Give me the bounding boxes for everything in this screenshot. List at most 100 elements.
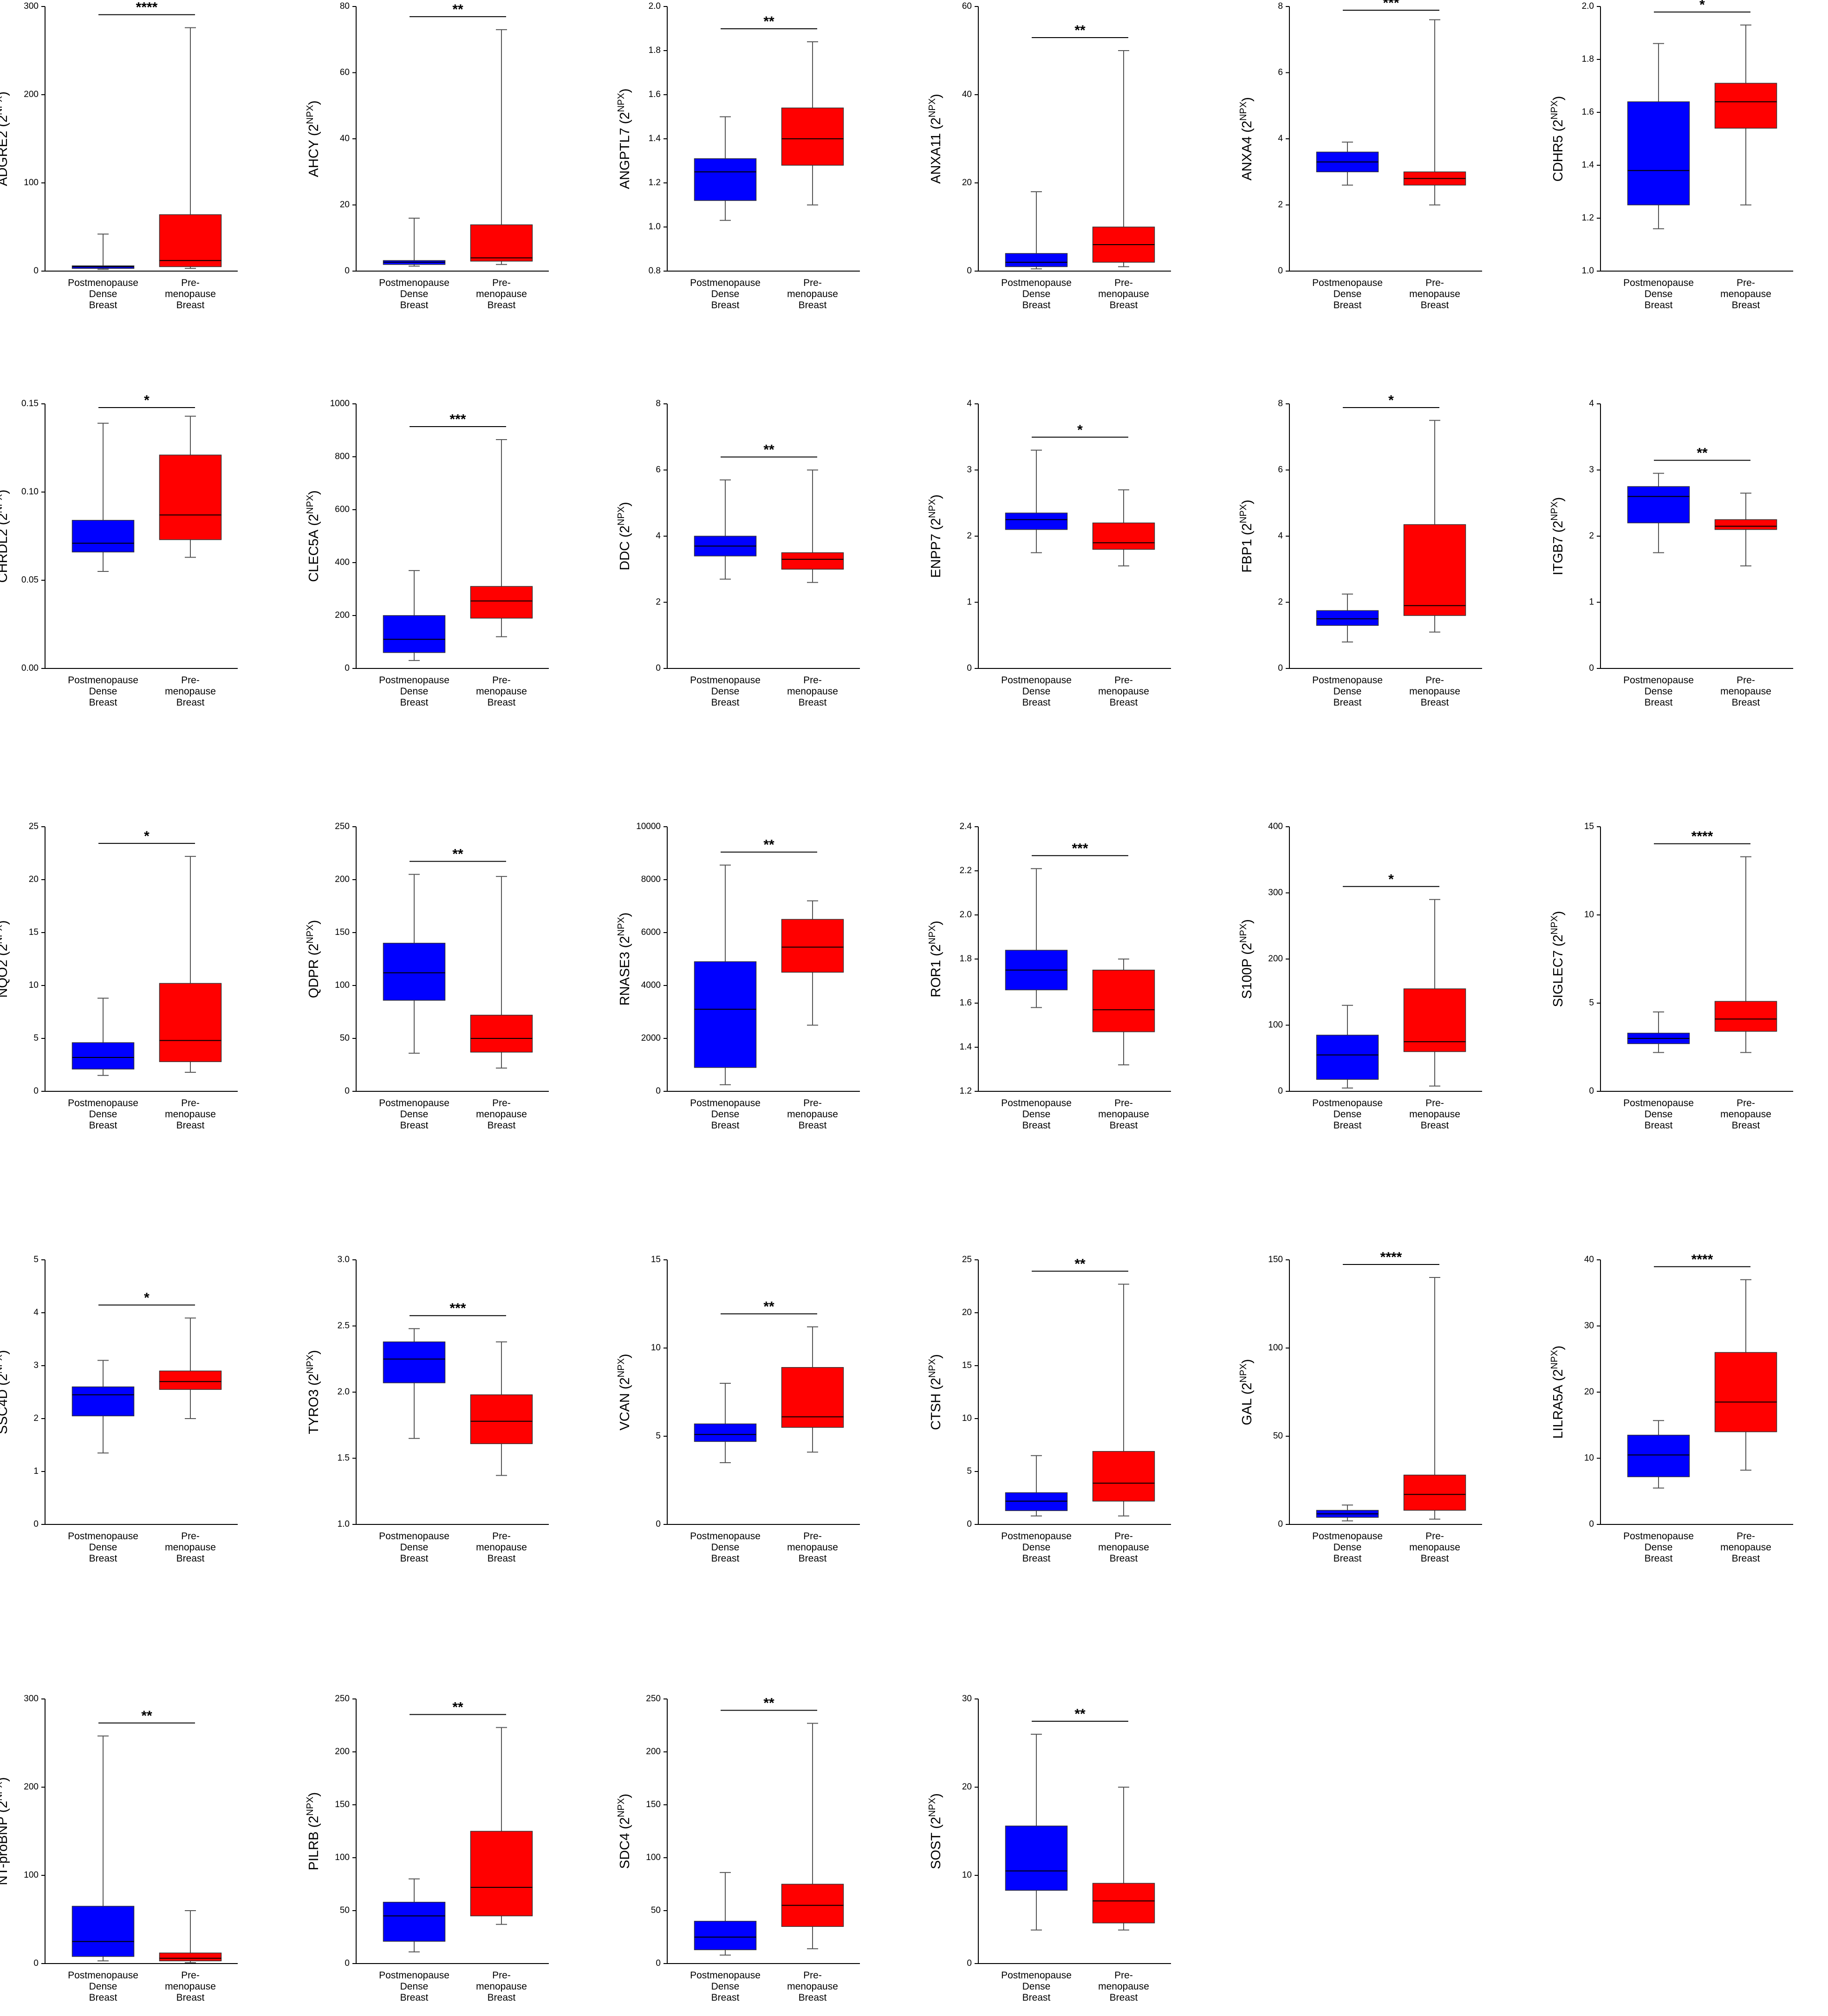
unit-open: (2 xyxy=(929,944,943,956)
box-plot: 02468FBP1(2NPX)PostmenopauseDenseBreastP… xyxy=(1238,393,1482,708)
unit-open: (2 xyxy=(618,525,632,538)
y-tick-label: 50 xyxy=(651,1906,661,1915)
y-tick-label: 0.05 xyxy=(21,575,39,585)
significance-label: ** xyxy=(452,1700,463,1715)
y-axis-label: GAL (2NPX) xyxy=(1238,1359,1255,1426)
y-axis-label: CTSH (2NPX) xyxy=(927,1354,943,1430)
y-tick-label: 1.8 xyxy=(1582,54,1594,64)
y-tick-label: 250 xyxy=(335,822,350,831)
y-tick-label: 0 xyxy=(33,1086,39,1096)
y-tick-label: 1.4 xyxy=(960,1042,972,1052)
x-tick-label: Breast xyxy=(1022,1120,1051,1131)
box xyxy=(1092,970,1155,1032)
x-tick-label: Breast xyxy=(1421,1120,1449,1131)
y-axis-label: SOST (2NPX) xyxy=(927,1793,943,1869)
x-tick-label: Breast xyxy=(1645,1120,1673,1131)
y-tick-label: 2.0 xyxy=(338,1387,350,1397)
y-tick-label: 50 xyxy=(1273,1431,1283,1441)
x-tick-label: Pre- xyxy=(1114,1970,1133,1981)
y-axis-label: CHRDL2 (2NPX) xyxy=(0,490,10,583)
unit-exponent: NPX xyxy=(305,495,315,514)
x-tick-label: Postmenopause xyxy=(1312,1531,1383,1542)
box xyxy=(72,520,135,552)
x-tick-label: menopause xyxy=(1098,686,1149,697)
box-plot: 0.8 1.0 1.2 1.4 1.6 1.8 2.0 ANGPTL7 (2NPX) Postme… xyxy=(616,1,860,311)
x-tick-label: Postmenopause xyxy=(690,1531,761,1542)
x-tick-label: Dense xyxy=(1022,1109,1051,1120)
unit-open: (2 xyxy=(929,1817,943,1829)
box xyxy=(694,158,757,201)
box xyxy=(383,1902,446,1942)
y-tick-label: 2000 xyxy=(641,1033,661,1043)
y-tick-label: 3.0 xyxy=(338,1255,350,1264)
y-tick-label: 8000 xyxy=(641,875,661,884)
significance-label: ** xyxy=(763,1695,774,1711)
x-tick-label: Breast xyxy=(1022,1553,1051,1564)
y-axis-label: TYRO3 (2NPX) xyxy=(305,1350,321,1434)
y-tick-label: 4 xyxy=(1589,399,1594,408)
y-axis-label: CDHR5 (2NPX) xyxy=(1549,96,1566,182)
x-tick-label: menopause xyxy=(476,1542,527,1553)
significance-label: * xyxy=(1699,0,1705,13)
y-axis-label: VCAN (2NPX) xyxy=(616,1354,632,1430)
x-tick-label: Dense xyxy=(400,1109,429,1120)
unit-open: (2 xyxy=(929,518,943,530)
y-tick-label: 4 xyxy=(1278,134,1283,143)
unit-open: (2 xyxy=(618,112,632,124)
x-tick-label: Pre- xyxy=(803,675,822,686)
x-tick-label: Breast xyxy=(1732,300,1760,311)
y-axis-label: AHCY (2NPX) xyxy=(305,100,321,177)
x-tick-label: Postmenopause xyxy=(690,675,761,686)
y-tick-label: 1.2 xyxy=(1582,213,1594,223)
box xyxy=(1005,512,1068,530)
box xyxy=(383,943,446,1001)
y-tick-label: 300 xyxy=(24,1,39,11)
y-tick-label: 1.2 xyxy=(649,178,661,188)
x-tick-label: Breast xyxy=(799,1992,827,2003)
box-plot: 0 50 100 150 200 250 PILRB (2NPX) PostmenopauseD… xyxy=(305,1694,549,2003)
y-tick-label: 50 xyxy=(340,1033,350,1043)
unit-exponent: NPX xyxy=(616,917,626,936)
y-tick-label: 10 xyxy=(962,1870,972,1880)
x-tick-label: menopause xyxy=(1098,1109,1149,1120)
unit-close: ) xyxy=(929,1354,943,1359)
y-tick-label: 2.2 xyxy=(960,866,972,875)
unit-exponent: NPX xyxy=(0,494,4,513)
unit-exponent: NPX xyxy=(305,924,315,943)
x-tick-label: Breast xyxy=(400,1120,429,1131)
y-tick-label: 5 xyxy=(33,1033,39,1043)
box-plot: 1.2 1.4 1.6 1.8 2.0 2.2 2.4 ROR1 (2NPX) Postmenop… xyxy=(927,822,1171,1131)
x-tick-label: Breast xyxy=(1334,1553,1362,1564)
x-tick-label: Breast xyxy=(1110,697,1138,708)
x-tick-label: Breast xyxy=(176,1992,205,2003)
y-tick-label: 1.8 xyxy=(960,954,972,964)
x-tick-label: Breast xyxy=(1022,300,1051,311)
gene-name: GAL xyxy=(1240,1398,1255,1425)
y-axis-label: SIGLEC7 (2NPX) xyxy=(1549,911,1566,1007)
x-tick-label: Breast xyxy=(1110,1992,1138,2003)
y-tick-label: 0 xyxy=(656,1086,661,1096)
y-tick-label: 0 xyxy=(33,1958,39,1968)
unit-exponent: NPX xyxy=(927,925,937,944)
y-tick-label: 5 xyxy=(967,1466,972,1476)
unit-open: (2 xyxy=(929,1378,943,1390)
y-tick-label: 1.8 xyxy=(649,45,661,55)
y-tick-label: 8 xyxy=(1278,399,1283,408)
unit-exponent: NPX xyxy=(1549,100,1560,119)
box xyxy=(383,615,446,653)
y-tick-label: 5 xyxy=(656,1431,661,1441)
x-tick-label: Breast xyxy=(89,1992,117,2003)
gene-name: ANGPTL7 xyxy=(618,128,632,189)
x-tick-label: Dense xyxy=(400,686,429,697)
y-tick-label: 200 xyxy=(24,1782,39,1792)
y-tick-label: 1.6 xyxy=(1582,107,1594,117)
x-tick-label: Pre- xyxy=(1737,1098,1755,1108)
gene-name: ADGRE2 xyxy=(0,131,10,186)
unit-close: ) xyxy=(1240,1359,1255,1364)
unit-exponent: NPX xyxy=(305,105,315,124)
box xyxy=(1627,101,1690,206)
x-tick-label: Dense xyxy=(1022,289,1051,299)
unit-close: ) xyxy=(306,920,321,925)
y-tick-label: 1.0 xyxy=(1582,266,1594,276)
x-tick-label: Dense xyxy=(711,1981,740,1992)
